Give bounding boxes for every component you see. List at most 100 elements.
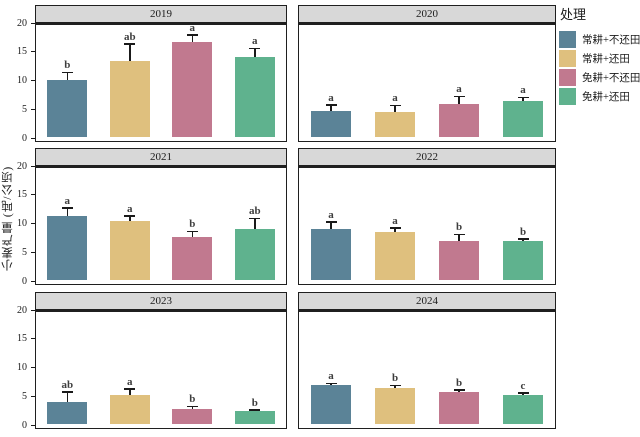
- bar: [439, 392, 479, 424]
- error-bar-cap: [61, 391, 73, 393]
- facet-panel: b ab a a: [35, 21, 287, 142]
- error-bar: [66, 72, 68, 80]
- sig-letter: a: [189, 21, 196, 34]
- bar: [172, 409, 213, 424]
- legend-swatch: [559, 88, 576, 105]
- y-tick-mark: [31, 309, 35, 311]
- sig-letter: c: [520, 379, 526, 392]
- y-tick-mark: [31, 424, 35, 426]
- facet-2022: 2022 a a b b: [298, 148, 556, 285]
- y-tick-label: 15: [17, 189, 27, 201]
- bar: [375, 231, 415, 280]
- y-tick-label: 5: [22, 246, 27, 258]
- error-bar-cap: [517, 96, 529, 99]
- sig-letter: a: [392, 92, 398, 105]
- error-bar: [458, 96, 460, 105]
- error-bar-cap: [389, 227, 401, 229]
- bar: [47, 79, 88, 137]
- sig-letter: ab: [61, 378, 74, 391]
- error-bar-cap: [186, 405, 198, 408]
- y-tick-mark: [31, 251, 35, 253]
- error-bar-cap: [249, 217, 261, 220]
- error-bar: [522, 97, 524, 102]
- legend-label: 免耕+还田: [582, 92, 630, 103]
- panel-top-border: [299, 310, 555, 312]
- bar: [439, 240, 479, 280]
- error-bar-cap: [389, 384, 401, 387]
- error-bar-cap: [249, 409, 261, 411]
- y-tick-mark: [31, 51, 35, 53]
- sig-letter: ab: [123, 30, 136, 43]
- bar: [234, 411, 275, 424]
- sig-letter: a: [520, 84, 526, 97]
- y-tick-mark: [31, 367, 35, 368]
- facet-strip: 2024: [298, 292, 556, 310]
- bar: [311, 384, 351, 424]
- bar: [375, 111, 415, 137]
- error-bar: [191, 406, 193, 410]
- bar: [503, 394, 543, 424]
- sig-letter: b: [391, 372, 399, 385]
- legend-item: 免耕+还田: [559, 88, 640, 105]
- error-bar-cap: [124, 215, 136, 217]
- facet-label: 2021: [150, 151, 172, 163]
- sig-letter: a: [328, 208, 334, 221]
- y-tick-mark: [31, 165, 35, 167]
- panel-top-border: [36, 166, 286, 168]
- error-bar-cap: [453, 233, 465, 235]
- bar: [109, 395, 150, 424]
- y-tick-label: 0: [22, 132, 27, 144]
- bar: [503, 101, 543, 137]
- error-bar: [191, 231, 193, 237]
- facet-2020: 2020 a a a a: [298, 5, 556, 142]
- error-bar-cap: [249, 47, 261, 50]
- y-axis-ticks-row1: 0 5 10 15 20: [0, 18, 35, 144]
- sig-letter: b: [64, 59, 71, 72]
- error-bar: [254, 48, 256, 57]
- legend: 处理 常耕+不还田 常耕+还田 免耕+不还田 免耕+还田: [559, 4, 640, 107]
- legend-item: 常耕+还田: [559, 50, 640, 67]
- sig-letter: b: [189, 393, 196, 406]
- legend-label: 常耕+还田: [582, 54, 630, 65]
- sig-letter: b: [455, 221, 463, 233]
- y-tick-label: 10: [17, 218, 27, 229]
- facet-label: 2022: [416, 151, 438, 163]
- y-tick-mark: [31, 395, 35, 397]
- error-bar: [394, 385, 396, 389]
- error-bar-cap: [325, 104, 337, 106]
- legend-label: 常耕+不还田: [582, 35, 640, 46]
- bar: [503, 241, 543, 280]
- facet-panel: ab a b b: [35, 310, 287, 429]
- error-bar-cap: [61, 207, 73, 209]
- error-bar-cap: [325, 382, 337, 385]
- facet-strip: 2021: [35, 148, 287, 166]
- y-tick-mark: [31, 223, 35, 224]
- error-bar-cap: [186, 34, 198, 36]
- sig-letter: a: [64, 194, 71, 207]
- bar: [311, 228, 351, 280]
- bar: [234, 228, 275, 280]
- error-bar-cap: [325, 221, 337, 223]
- error-bar-cap: [517, 392, 529, 394]
- error-bar-cap: [453, 389, 465, 391]
- facet-2024: 2024 a b b c: [298, 292, 556, 429]
- panel-top-border: [36, 23, 286, 25]
- sig-letter: b: [519, 225, 527, 238]
- legend-item: 常耕+不还田: [559, 31, 640, 48]
- legend-swatch: [559, 31, 576, 48]
- error-bar: [66, 391, 68, 403]
- bar: [172, 236, 213, 280]
- legend-title: 处理: [560, 7, 587, 22]
- error-bar-cap: [124, 43, 136, 45]
- error-bar-cap: [186, 230, 198, 233]
- y-tick-mark: [31, 80, 35, 81]
- y-axis-ticks-row2: 0 5 10 15 20: [0, 161, 35, 287]
- panel-top-border: [299, 23, 555, 25]
- error-bar: [458, 234, 460, 241]
- legend-swatch: [559, 69, 576, 86]
- error-bar: [330, 104, 332, 112]
- legend-items: 常耕+不还田 常耕+还田 免耕+不还田 免耕+还田: [559, 31, 640, 105]
- panel-top-border: [36, 310, 286, 312]
- y-tick-label: 15: [17, 333, 27, 345]
